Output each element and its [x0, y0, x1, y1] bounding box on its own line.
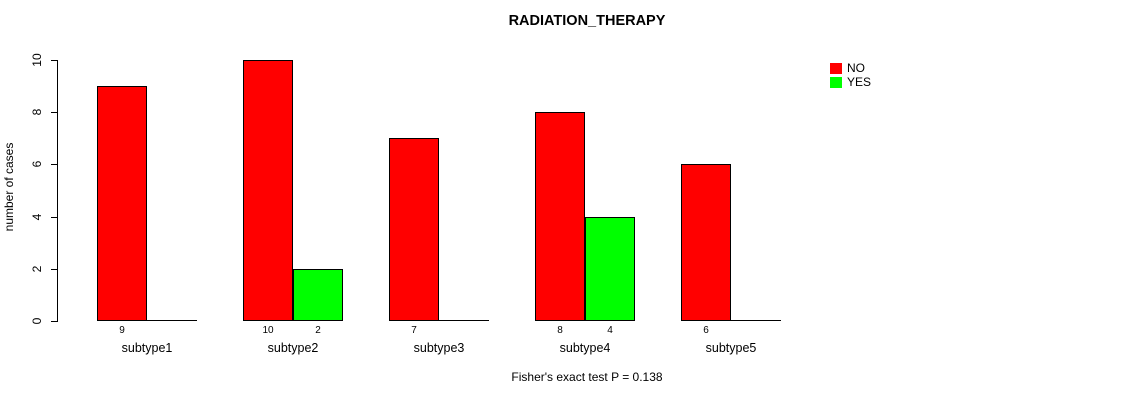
- legend-swatch-yes: [830, 77, 842, 88]
- legend-label: NO: [847, 61, 865, 75]
- y-tick: [51, 216, 57, 218]
- y-tick-label: 4: [30, 213, 44, 220]
- bar-value-label: 4: [607, 325, 613, 336]
- bar-no-subtype5: [681, 164, 731, 321]
- category-label-subtype2: subtype2: [267, 341, 319, 355]
- bar-value-label: 8: [557, 325, 563, 336]
- y-axis-label: number of cases: [2, 142, 16, 232]
- bar-value-label: 2: [315, 325, 321, 336]
- legend-swatch-no: [830, 63, 842, 74]
- category-label-subtype4: subtype4: [559, 341, 611, 355]
- y-tick: [51, 112, 57, 114]
- bar-no-subtype4: [535, 112, 585, 321]
- bar-yes-subtype4: [585, 216, 635, 321]
- y-tick-label: 2: [30, 265, 44, 273]
- bar-value-label: 10: [262, 325, 274, 336]
- y-tick-label: 0: [30, 317, 44, 325]
- bar-yes-subtype2: [293, 268, 343, 321]
- y-tick-label: 10: [30, 53, 44, 67]
- bar-no-subtype2: [243, 60, 293, 321]
- zero-bar-yes-subtype5: [731, 320, 781, 321]
- legend-row-yes: YES: [830, 76, 871, 89]
- y-axis-line: [57, 60, 58, 322]
- zero-bar-yes-subtype3: [439, 320, 489, 321]
- bar-value-label: 6: [703, 325, 709, 336]
- bar-value-label: 7: [411, 325, 417, 336]
- chart-title: RADIATION_THERAPY: [508, 13, 666, 29]
- bar-value-label: 9: [119, 325, 125, 336]
- y-tick-label: 8: [30, 108, 44, 116]
- y-tick: [51, 60, 57, 61]
- category-label-subtype5: subtype5: [705, 341, 757, 355]
- bar-no-subtype3: [389, 138, 439, 321]
- legend: NO YES: [830, 62, 871, 90]
- y-tick: [51, 321, 57, 322]
- y-tick-label: 6: [30, 161, 44, 168]
- zero-bar-yes-subtype1: [147, 320, 197, 321]
- bar-no-subtype1: [97, 86, 147, 321]
- plot-area: 0 2 4 6 8 10: [30, 53, 1117, 324]
- y-tick: [51, 164, 57, 166]
- legend-label: YES: [847, 75, 872, 89]
- y-tick: [51, 268, 57, 270]
- category-label-subtype1: subtype1: [121, 341, 173, 355]
- category-label-subtype3: subtype3: [413, 341, 465, 355]
- fisher-test-annotation: Fisher's exact test P = 0.138: [511, 370, 663, 384]
- legend-row-no: NO: [830, 62, 871, 75]
